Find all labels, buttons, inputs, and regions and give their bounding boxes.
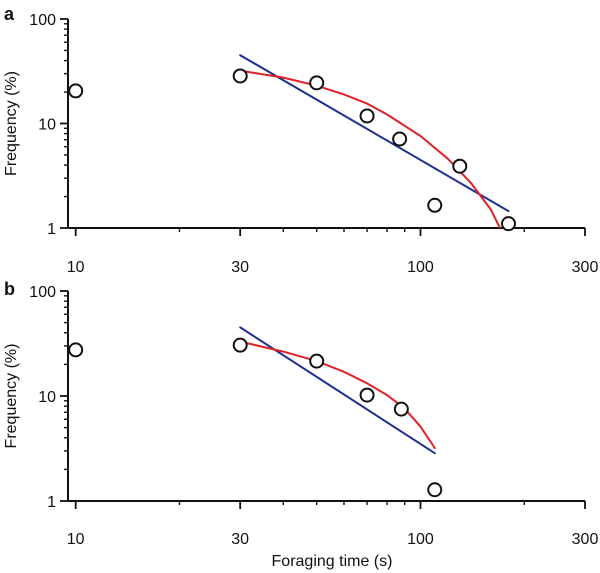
- data-point: [68, 83, 84, 99]
- x-tick-label: 30: [231, 259, 249, 276]
- data-point: [501, 216, 517, 232]
- data-point: [359, 108, 375, 124]
- data-point: [232, 337, 248, 353]
- data-point: [427, 197, 443, 213]
- y-tick-label: 1: [47, 494, 56, 511]
- x-tick-label: 300: [572, 531, 599, 548]
- power-law-fit-line: [239, 54, 510, 213]
- panel-letter: b: [4, 279, 15, 299]
- y-tick-label: 10: [38, 389, 56, 406]
- y-axis-title: Frequency (%): [3, 71, 20, 176]
- x-tick-label: 300: [572, 259, 599, 276]
- panel-b: b 1 10 100 10 30 100 300 Frequency (%): [3, 279, 598, 548]
- power-law-fit-line: [239, 326, 436, 455]
- x-tick-label: 100: [407, 531, 434, 548]
- panel-letter: a: [4, 4, 15, 24]
- y-tick-label: 100: [29, 12, 56, 29]
- data-point: [68, 342, 84, 358]
- x-tick-label: 10: [67, 531, 85, 548]
- data-point: [452, 158, 468, 174]
- data-point: [359, 387, 375, 403]
- curved-fit-line: [239, 340, 436, 449]
- data-point: [232, 68, 248, 84]
- x-tick-label: 100: [407, 259, 434, 276]
- y-tick-label: 10: [38, 117, 56, 134]
- x-tick-label: 10: [67, 259, 85, 276]
- data-point: [309, 75, 325, 91]
- data-point: [392, 131, 408, 147]
- x-tick-label: 30: [231, 531, 249, 548]
- y-tick-label: 100: [29, 284, 56, 301]
- panel-a: a 1 10 100 10 30 100 300 Frequency (%): [3, 4, 598, 276]
- data-point: [427, 482, 443, 498]
- x-axis-title: Foraging time (s): [272, 553, 393, 570]
- data-point: [393, 401, 409, 417]
- y-tick-label: 1: [47, 221, 56, 238]
- y-axis-title: Frequency (%): [3, 344, 20, 449]
- curved-fit-line: [239, 69, 501, 228]
- data-point: [309, 353, 325, 369]
